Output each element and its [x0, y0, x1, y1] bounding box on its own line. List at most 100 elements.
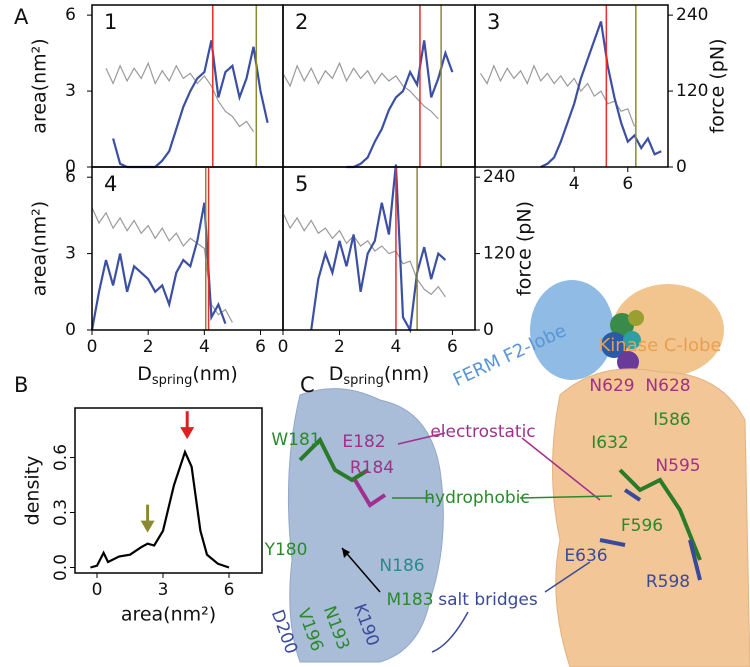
- data-line: [90, 202, 227, 331]
- panel-number: 5: [295, 172, 308, 196]
- y2-tick-label: 240: [676, 5, 708, 25]
- plot-frame: [74, 407, 263, 574]
- residue-label: N186: [379, 556, 424, 576]
- x-tick-label: 6: [622, 174, 633, 194]
- residue-label: Y180: [264, 540, 308, 560]
- plot-frame: [474, 4, 669, 168]
- x-tick-label: 4: [569, 174, 580, 194]
- data-line: [90, 448, 230, 569]
- plot-frame: [91, 4, 284, 168]
- x-label-subscript: spring: [343, 373, 383, 388]
- y-axis-label: density: [22, 456, 44, 526]
- residue-label: E182: [342, 432, 385, 452]
- residue-label: N595: [655, 456, 700, 476]
- residue-sticks: [353, 478, 387, 508]
- x-label-unit: (nm): [384, 363, 429, 385]
- arrow-head: [180, 427, 195, 440]
- residue-label: I586: [653, 410, 690, 430]
- ferm-thumbnail: [530, 280, 614, 380]
- x-tick-label: 3: [158, 580, 169, 600]
- x-tick-label: 0: [87, 337, 98, 357]
- residue-label: N628: [645, 376, 690, 396]
- x-axis-label: Dspring(nm): [137, 363, 238, 388]
- data-line: [112, 40, 269, 169]
- plot-frame: [282, 166, 476, 331]
- x-tick-label: 6: [255, 337, 266, 357]
- connector: [397, 432, 601, 501]
- y2-tick-label: 240: [483, 167, 515, 187]
- y-tick-label: 0.3: [51, 499, 71, 526]
- residue-label: F596: [621, 516, 663, 536]
- plot-frame: [282, 4, 476, 168]
- arrow-head: [342, 548, 350, 558]
- y2-tick-label: 120: [676, 81, 708, 101]
- x-tick-label: 4: [199, 337, 210, 357]
- panel-number: 3: [487, 10, 500, 34]
- kinase-thumbnail: [612, 284, 724, 376]
- x-label-unit: (nm): [192, 363, 237, 385]
- y2-tick-label: 0: [676, 157, 687, 177]
- y-tick-label: 6: [65, 5, 76, 25]
- residue-label: R598: [646, 572, 690, 592]
- residue-sticks: [618, 468, 702, 561]
- y-tick-label: 6: [65, 167, 76, 187]
- panel-number: 4: [104, 172, 117, 196]
- y-tick-label: 0: [65, 320, 76, 340]
- data-line: [105, 61, 254, 132]
- y-tick-label: 0.0: [51, 554, 71, 581]
- interaction-label: hydrophobic: [424, 488, 529, 508]
- residue-label: R184: [350, 458, 394, 478]
- data-line: [479, 64, 636, 127]
- panel-label: B: [14, 373, 28, 397]
- y-tick-label: 0: [65, 157, 76, 177]
- residue-label: W181: [271, 430, 320, 450]
- structure-art: [287, 280, 750, 667]
- interface-spheres: [601, 332, 627, 358]
- connector: [392, 495, 613, 499]
- residue-sticks: [599, 488, 702, 581]
- interface-spheres: [623, 331, 641, 349]
- x-tick-label: 2: [143, 337, 154, 357]
- x-tick-label: 0: [278, 337, 289, 357]
- x-tick-label: 6: [447, 337, 458, 357]
- x-label-symbol: D: [137, 363, 152, 385]
- y-tick-label: 3: [65, 81, 76, 101]
- residue-sticks: [298, 436, 370, 483]
- interaction-label: electrostatic: [430, 422, 535, 442]
- y-axis-label: area(nm²): [29, 201, 51, 296]
- arrow-head: [140, 520, 155, 533]
- residue-label: E636: [564, 546, 607, 566]
- panel-number: 1: [104, 10, 117, 34]
- interface-spheres: [628, 310, 644, 326]
- residue-label: M183: [386, 590, 433, 610]
- data-line: [310, 164, 447, 334]
- x-axis-label: area(nm²): [121, 604, 216, 626]
- connector: [431, 561, 591, 653]
- plot-frame: [91, 166, 284, 331]
- data-line: [282, 61, 439, 120]
- y2-axis-label: force (pN): [707, 39, 729, 134]
- y2-axis-label: force (pN): [514, 201, 536, 296]
- y2-tick-label: 120: [483, 244, 515, 264]
- interface-spheres: [610, 313, 634, 337]
- panel-label: A: [14, 5, 29, 29]
- x-tick-label: 2: [334, 337, 345, 357]
- y-tick-label: 0.6: [51, 444, 71, 471]
- right-lobe-label: Kinase C-lobe: [599, 335, 722, 356]
- x-tick-label: 4: [391, 337, 402, 357]
- y-axis-label: area(nm²): [29, 38, 51, 133]
- residue-label: N629: [589, 376, 634, 396]
- arrow: [341, 547, 381, 593]
- x-label-symbol: D: [329, 363, 344, 385]
- data-line: [540, 21, 662, 168]
- panel-number: 2: [295, 10, 308, 34]
- interface-spheres: [617, 351, 639, 373]
- residue-label: I632: [591, 433, 628, 453]
- y2-tick-label: 0: [483, 320, 494, 340]
- y-tick-label: 3: [65, 244, 76, 264]
- data-line: [346, 40, 454, 169]
- x-tick-label: 0: [92, 580, 103, 600]
- panel-label: C: [300, 373, 315, 397]
- x-axis-label: Dspring(nm): [329, 363, 430, 388]
- data-line: [282, 212, 446, 298]
